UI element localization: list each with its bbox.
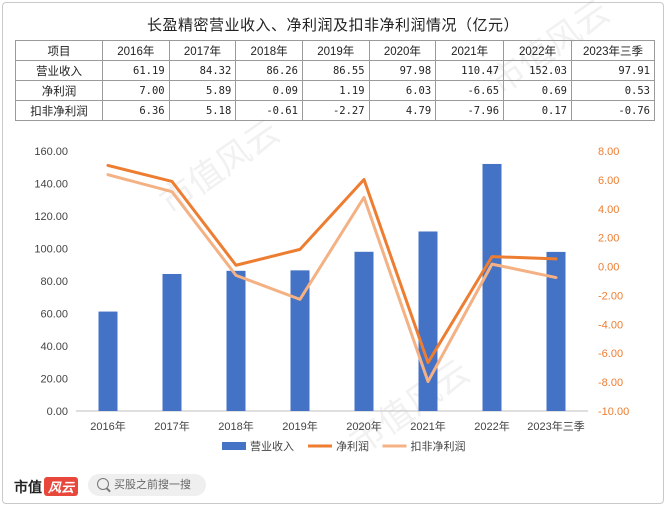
y-left-tick-label: 80.00 [40, 276, 68, 288]
table-cell: -2.27 [301, 100, 370, 121]
x-tick-label: 2022年 [474, 419, 509, 433]
table-cell: 86.55 [301, 60, 370, 81]
table-cell: 0.09 [235, 80, 303, 101]
bar-revenue [226, 270, 246, 411]
x-tick-label: 2020年 [346, 419, 381, 433]
y-left-tick-label: 140.00 [34, 179, 68, 191]
table-cell: 6.03 [368, 80, 437, 101]
y-right-tick-label: -2.00 [598, 290, 623, 302]
legend-label: 扣非净利润 [411, 439, 466, 453]
data-table: 项目 2016年 2017年 2018年 2019年 2020年 2021年 2… [15, 40, 655, 121]
table-cell: 0.17 [503, 100, 572, 121]
bar-revenue [546, 251, 566, 411]
x-tick-label: 2016年 [90, 419, 125, 433]
y-left-tick-label: 120.00 [34, 211, 68, 223]
table-row: 营业收入 61.19 84.32 86.26 86.55 97.98 110.4… [15, 60, 655, 81]
y-left-tick-label: 60.00 [40, 309, 68, 321]
table-cell: 152.03 [503, 60, 572, 81]
legend-swatch [222, 442, 246, 450]
y-right-tick-label: -10.00 [598, 406, 629, 418]
y-right-tick-label: 6.00 [598, 175, 619, 187]
legend-label: 净利润 [336, 439, 369, 453]
table-header-cell: 2018年 [235, 40, 303, 61]
table-cell: -6.65 [435, 80, 505, 101]
bar-revenue [98, 311, 118, 411]
bar-revenue [354, 251, 374, 411]
search-box[interactable]: 买股之前搜一搜 [88, 474, 206, 496]
table-cell: -0.61 [235, 100, 303, 121]
y-right-tick-label: -4.00 [598, 319, 623, 331]
y-right-tick-label: -6.00 [598, 348, 623, 360]
row-label: 扣非净利润 [15, 100, 103, 121]
y-right-tick-label: 4.00 [598, 204, 619, 216]
brand-logo: 市值 风云 [14, 477, 79, 497]
table-cell: -7.96 [435, 100, 505, 121]
table-header-cell: 项目 [15, 40, 103, 61]
x-tick-label: 2021年 [410, 419, 445, 433]
legend-label: 营业收入 [250, 439, 294, 453]
bar-revenue [290, 270, 310, 411]
chart-title: 长盈精密营业收入、净利润及扣非净利润情况（亿元） [146, 17, 519, 34]
y-left-tick-label: 100.00 [34, 244, 68, 256]
bar-revenue [482, 163, 502, 411]
y-left-tick-label: 0.00 [47, 406, 68, 418]
table-header-cell: 2023年三季 [571, 40, 655, 61]
table-cell: 84.32 [168, 60, 237, 81]
line-net-profit [106, 163, 558, 365]
table-header-cell: 2019年 [301, 40, 370, 61]
x-tick-label: 2019年 [282, 419, 317, 433]
table-cell: 86.26 [235, 60, 303, 81]
y-left-tick-label: 40.00 [40, 341, 68, 353]
y-right-tick-label: 8.00 [598, 146, 619, 158]
line-adjusted-net-profit [106, 173, 558, 384]
search-placeholder: 买股之前搜一搜 [114, 479, 191, 491]
y-left-tick-label: 20.00 [40, 374, 68, 386]
bar-revenue [418, 231, 438, 411]
x-tick-label: 2023年三季 [527, 419, 584, 433]
table-cell: 6.36 [102, 100, 170, 121]
x-tick-label: 2017年 [154, 419, 189, 433]
table-row: 扣非净利润 6.36 5.18 -0.61 -2.27 4.79 -7.96 0… [15, 100, 655, 121]
combo-chart: 0.00 20.00 40.00 60.00 80.00 100.00 120.00 140.… [34, 146, 629, 453]
row-label: 营业收入 [15, 60, 103, 81]
bar-revenue [162, 273, 182, 411]
footer-bar: 市值 风云 买股之前搜一搜 [0, 474, 666, 504]
x-tick-label: 2018年 [218, 419, 253, 433]
y-right-tick-label: 0.00 [598, 262, 619, 274]
brand-logo-mark: 风云 [44, 477, 79, 496]
brand-name: 市值 [14, 479, 42, 495]
y-right-tick-label: 2.00 [598, 233, 619, 245]
search-icon [97, 478, 109, 490]
table-cell: 4.79 [368, 100, 437, 121]
table-header-row: 项目 2016年 2017年 2018年 2019年 2020年 2021年 2… [15, 40, 655, 61]
y-right-tick-label: -8.00 [598, 377, 623, 389]
table-cell: -0.76 [571, 100, 655, 121]
y-left-tick-label: 160.00 [34, 146, 68, 158]
